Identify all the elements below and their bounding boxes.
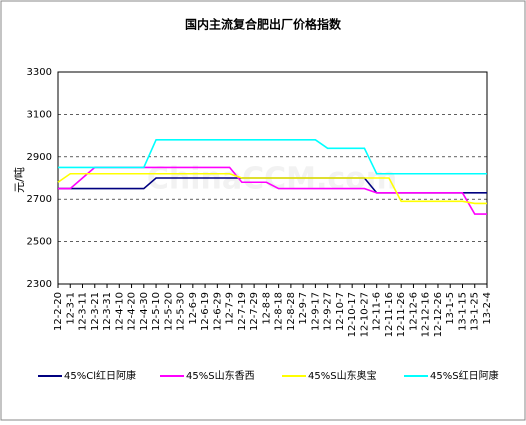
x-tick-label: 12-10-27	[359, 292, 370, 337]
legend-label: 45%Cl红日阿康	[64, 369, 136, 382]
y-tick-label: 2300	[27, 279, 52, 290]
x-tick-label: 12-6-19	[200, 292, 211, 331]
x-tick-label: 12-4-20	[127, 292, 138, 331]
x-tick-label: 12-9-7	[298, 292, 309, 325]
x-tick-label: 12-3-21	[90, 292, 101, 331]
x-tick-label: 12-7-29	[249, 292, 260, 331]
y-tick-label: 2500	[27, 237, 52, 248]
x-tick-label: 13-2-4	[482, 292, 493, 325]
x-tick-label: 12-5-10	[151, 292, 162, 331]
x-tick-label: 12-3-11	[78, 292, 89, 331]
x-tick-label: 12-3-1	[65, 292, 76, 325]
plot-area	[57, 71, 488, 285]
x-tick-label: 12-6-29	[212, 292, 223, 331]
x-tick-label: 12-9-27	[323, 292, 334, 331]
x-tick-label: 12-12-16	[421, 292, 432, 337]
x-tick-label: 12-9-17	[310, 292, 321, 331]
x-tick-label: 12-3-31	[102, 292, 113, 331]
x-tick-label: 12-7-19	[237, 292, 248, 331]
x-tick-label: 12-11-26	[396, 292, 407, 337]
y-tick-label: 2700	[27, 194, 52, 205]
y-axis-label: 元/吨	[13, 167, 26, 193]
x-tick-label: 12-7-9	[225, 292, 236, 325]
x-tick-label: 12-10-17	[347, 292, 358, 337]
legend-label: 45%S红日阿康	[430, 369, 499, 382]
x-tick-label: 12-2-20	[53, 292, 64, 331]
x-tick-label: 13-1-25	[470, 292, 481, 331]
x-tick-label: 12-6-9	[188, 292, 199, 325]
x-tick-label: 12-8-8	[261, 292, 272, 325]
x-tick-label: 12-11-16	[384, 292, 395, 337]
series-line	[57, 172, 487, 205]
y-tick-label: 3300	[27, 67, 52, 78]
legend-label: 45%S山东奥宝	[308, 369, 377, 382]
x-tick-label: 12-8-28	[286, 292, 297, 331]
legend-label: 45%S山东香西	[186, 369, 255, 382]
x-tick-label: 12-8-18	[274, 292, 285, 331]
x-tick-label: 12-4-10	[114, 292, 125, 331]
x-tick-label: 12-12-6	[408, 292, 419, 331]
x-tick-label: 12-5-20	[163, 292, 174, 331]
series-line	[58, 139, 487, 175]
x-tick-label: 12-12-26	[433, 292, 444, 337]
y-tick-label: 3100	[27, 109, 52, 120]
x-tick-label: 13-1-5	[445, 292, 456, 325]
x-tick-label: 12-5-30	[176, 292, 187, 331]
x-tick-label: 12-10-7	[335, 292, 346, 331]
x-tick-label: 13-1-15	[457, 292, 468, 331]
chart-title: 国内主流复合肥出厂价格指数	[185, 17, 342, 32]
x-tick-label: 12-11-6	[372, 292, 383, 331]
x-tick-label: 12-4-30	[139, 292, 150, 331]
y-tick-label: 2900	[27, 152, 52, 163]
